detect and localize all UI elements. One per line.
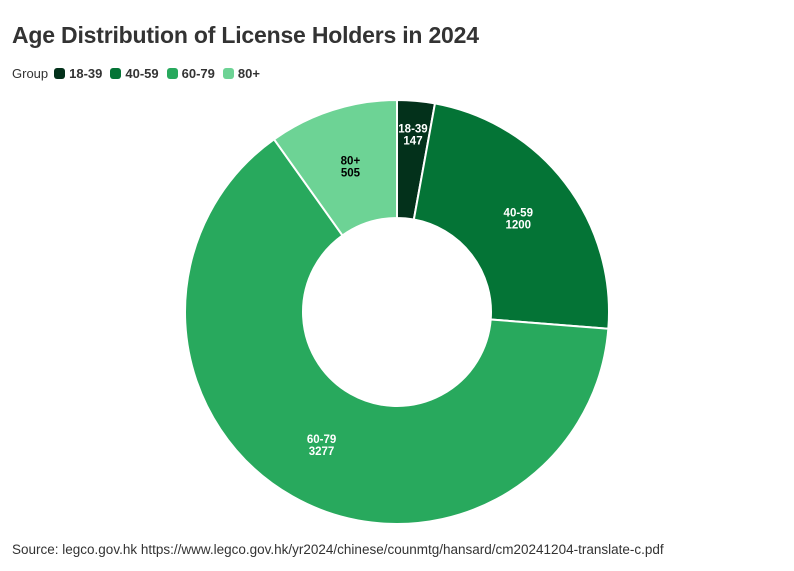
legend-swatch	[222, 68, 234, 79]
donut-slice-60-79[interactable]	[184, 138, 610, 525]
slice-label-80-plus: 80+ 505	[341, 155, 361, 179]
legend-title: Group	[12, 66, 49, 81]
slice-label-40-59: 40-59 1200	[504, 208, 533, 232]
legend-label: 40-59	[125, 66, 159, 81]
source-note: Source: legco.gov.hk https://www.legco.g…	[12, 542, 664, 557]
legend-label: 80+	[237, 66, 260, 81]
slice-label-18-39: 18-39 147	[398, 124, 427, 148]
legend: Group 18-39 40-59 60-79 80+	[12, 66, 268, 81]
legend-item-60-79[interactable]: 60-79	[166, 66, 215, 81]
donut-slice-80-plus[interactable]	[273, 99, 398, 237]
legend-label: 60-79	[181, 66, 215, 81]
legend-swatch	[110, 68, 122, 79]
slice-label-60-79: 60-79 3277	[307, 434, 336, 458]
donut-slice-40-59[interactable]	[412, 102, 610, 330]
chart-title: Age Distribution of License Holders in 2…	[12, 22, 479, 48]
legend-label: 18-39	[69, 66, 103, 81]
legend-item-18-39[interactable]: 18-39	[54, 66, 102, 81]
legend-item-40-59[interactable]: 40-59	[110, 66, 159, 81]
legend-item-80-plus[interactable]: 80+	[222, 66, 260, 81]
legend-swatch	[166, 68, 178, 79]
legend-swatch	[54, 68, 66, 79]
